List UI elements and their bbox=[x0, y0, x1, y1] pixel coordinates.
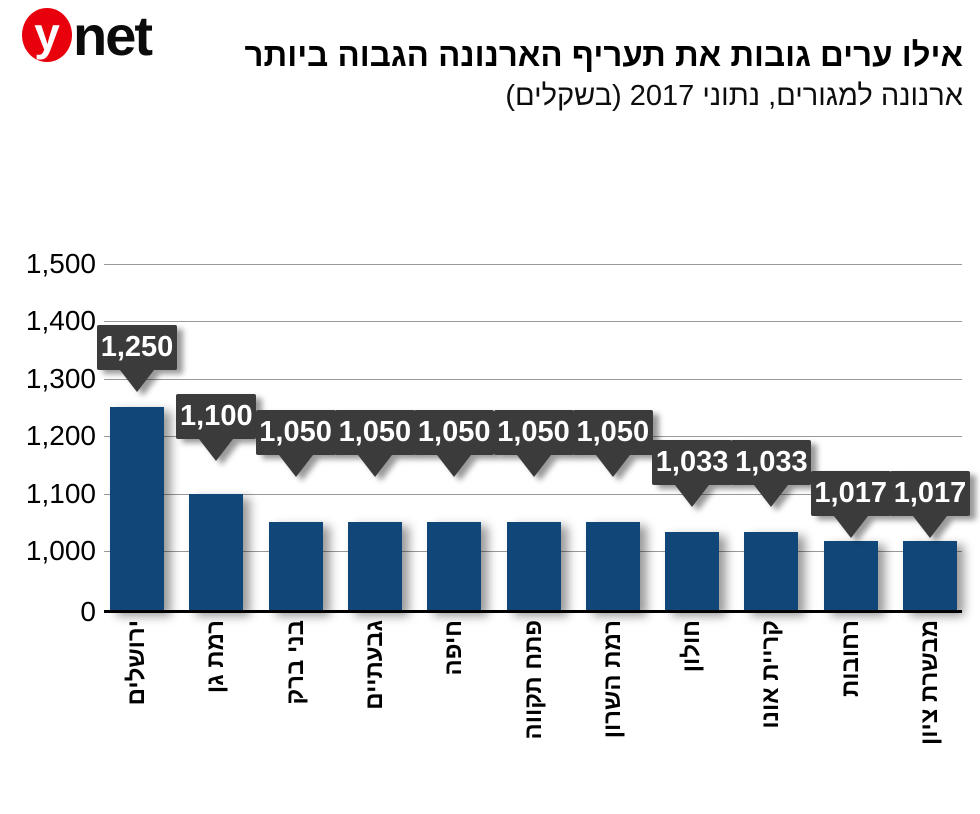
bar bbox=[744, 532, 799, 612]
x-axis-label: חיפה bbox=[440, 620, 468, 676]
value-callout: 1,033 bbox=[652, 440, 733, 507]
value-callout: 1,050 bbox=[255, 410, 336, 478]
value-callout-label: 1,017 bbox=[890, 471, 970, 517]
value-callout-label: 1,033 bbox=[731, 440, 812, 485]
x-axis-line bbox=[104, 610, 962, 613]
x-axis-label: בני ברק bbox=[281, 620, 309, 705]
gridline bbox=[104, 264, 962, 265]
value-callout-label: 1,033 bbox=[652, 440, 733, 485]
value-callout-pointer-icon bbox=[516, 455, 551, 478]
bar bbox=[189, 493, 244, 612]
gridline bbox=[104, 379, 962, 380]
y-axis-tick-label: 0 bbox=[80, 596, 96, 627]
value-callout: 1,250 bbox=[97, 325, 177, 393]
bar bbox=[110, 407, 164, 613]
value-callout: 1,017 bbox=[810, 471, 891, 539]
y-axis-tick-label: 1,400 bbox=[25, 305, 96, 336]
gridline bbox=[104, 494, 962, 495]
value-callout-pointer-icon bbox=[833, 516, 868, 539]
bar bbox=[823, 541, 878, 612]
ynet-logo: y net bbox=[22, 4, 153, 67]
y-axis-tick-label: 1,100 bbox=[25, 478, 96, 509]
value-callout: 1,050 bbox=[572, 410, 653, 478]
value-callout: 1,033 bbox=[731, 440, 812, 507]
x-axis-label: פתח תקווה bbox=[519, 620, 547, 740]
value-callout-pointer-icon bbox=[913, 516, 947, 539]
x-axis-label: רמת גן bbox=[202, 620, 230, 694]
value-callout: 1,100 bbox=[176, 393, 257, 461]
x-axis-label: רמת השרון bbox=[598, 620, 626, 739]
x-axis-label: חולון bbox=[678, 620, 706, 673]
y-axis-tick-label: 1,500 bbox=[25, 248, 96, 279]
value-callout-label: 1,250 bbox=[97, 325, 177, 371]
value-callout: 1,050 bbox=[334, 410, 415, 478]
value-callout-label: 1,100 bbox=[176, 393, 257, 439]
bar bbox=[347, 522, 402, 613]
value-callout-label: 1,050 bbox=[255, 410, 336, 456]
x-axis-label: רחובות bbox=[836, 620, 864, 697]
value-callout-label: 1,050 bbox=[334, 410, 415, 456]
chart-title: אילו ערים גובות את תעריף הארנונה הגבוה ב… bbox=[244, 36, 963, 73]
value-callout-pointer-icon bbox=[595, 455, 630, 478]
x-axis-label: קריית אונו bbox=[757, 620, 785, 729]
bar bbox=[506, 522, 561, 613]
bar bbox=[268, 522, 323, 613]
x-axis-label: מבשרת ציון bbox=[916, 620, 943, 745]
x-axis-label: גבעתיים bbox=[360, 620, 388, 710]
value-callout-pointer-icon bbox=[120, 370, 154, 393]
value-callout-pointer-icon bbox=[278, 455, 313, 478]
value-callout-pointer-icon bbox=[675, 485, 710, 507]
x-axis-label: ירושלים bbox=[123, 620, 150, 706]
value-callout: 1,050 bbox=[414, 410, 495, 478]
value-callout-pointer-icon bbox=[357, 455, 392, 478]
value-callout: 1,017 bbox=[890, 471, 970, 539]
bar bbox=[585, 522, 640, 613]
ynet-logo-mark-icon: y bbox=[22, 8, 72, 62]
value-callout-pointer-icon bbox=[437, 455, 472, 478]
value-callout-label: 1,017 bbox=[810, 471, 891, 517]
y-axis-tick-label: 1,000 bbox=[25, 535, 96, 566]
ynet-logo-text: net bbox=[73, 4, 153, 67]
gridline bbox=[104, 321, 962, 322]
value-callout-label: 1,050 bbox=[414, 410, 495, 456]
chart-header: אילו ערים גובות את תעריף הארנונה הגבוה ב… bbox=[245, 34, 963, 117]
chart-subtitle: ארנונה למגורים, נתוני 2017 (בשקלים) bbox=[505, 80, 963, 113]
y-axis-tick-label: 1,200 bbox=[25, 420, 96, 451]
value-callout-label: 1,050 bbox=[493, 410, 574, 456]
bar bbox=[427, 522, 482, 613]
value-callout: 1,050 bbox=[493, 410, 574, 478]
bar bbox=[903, 541, 957, 612]
value-callout-pointer-icon bbox=[754, 485, 789, 507]
value-callout-label: 1,050 bbox=[572, 410, 653, 456]
y-axis-tick-label: 1,300 bbox=[25, 363, 96, 394]
bar bbox=[665, 532, 720, 612]
value-callout-pointer-icon bbox=[199, 438, 234, 461]
